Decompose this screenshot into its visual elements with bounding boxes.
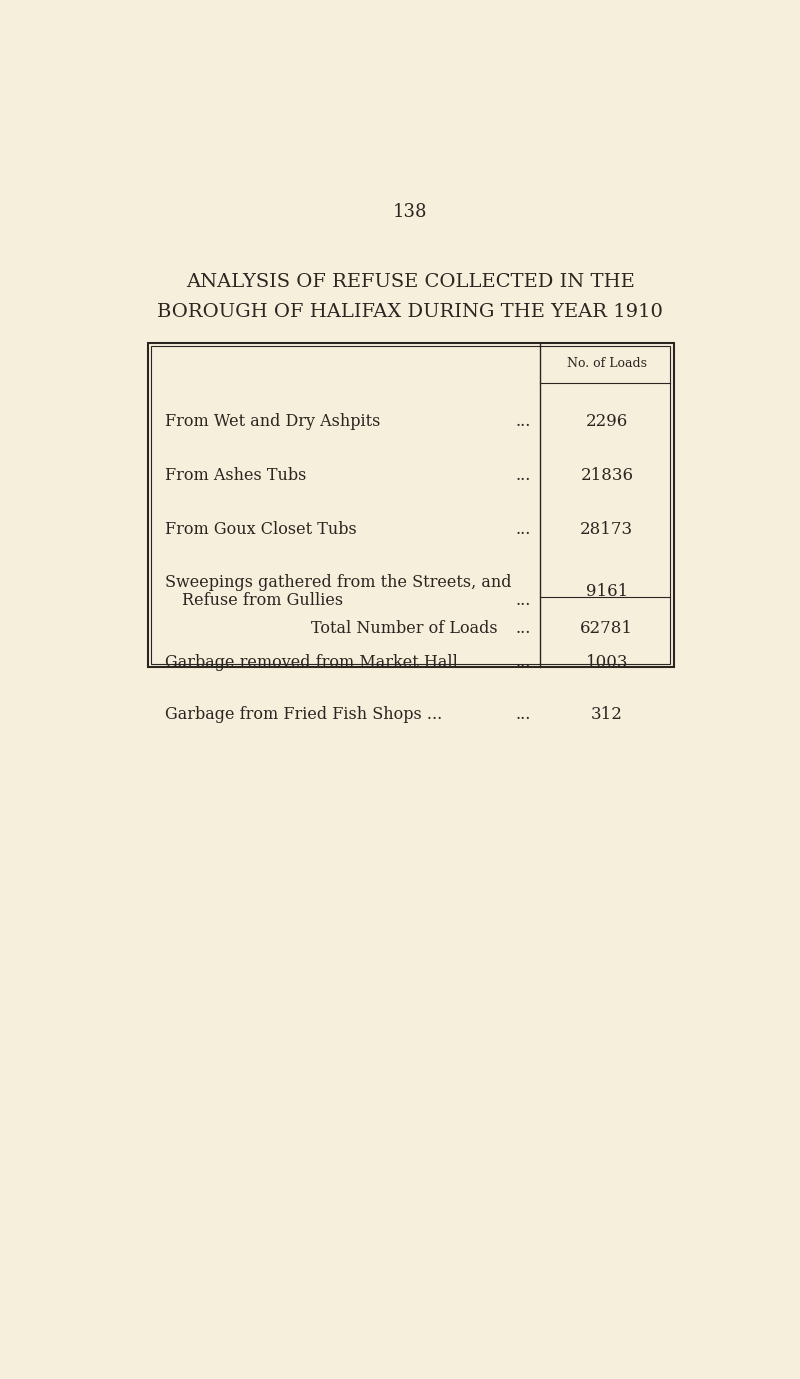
Bar [151,346,670,663]
Text: Refuse from Gullies: Refuse from Gullies [182,592,343,610]
Text: ...: ... [515,619,531,637]
Text: 138: 138 [393,203,427,221]
Text: 312: 312 [591,706,622,723]
Text: 62781: 62781 [580,619,634,637]
Text: 21836: 21836 [580,467,634,484]
Text: ANALYSIS OF REFUSE COLLECTED IN THE: ANALYSIS OF REFUSE COLLECTED IN THE [186,273,634,291]
Text: 28173: 28173 [580,521,634,538]
Text: Total Number of Loads: Total Number of Loads [311,619,498,637]
Text: From Wet and Dry Ashpits: From Wet and Dry Ashpits [165,414,381,430]
Text: ...: ... [515,414,531,430]
Text: Garbage removed from Market Hall: Garbage removed from Market Hall [165,655,458,672]
Text: From Goux Closet Tubs: From Goux Closet Tubs [165,521,357,538]
Text: From Ashes Tubs: From Ashes Tubs [165,467,306,484]
Text: BOROUGH OF HALIFAX DURING THE YEAR 1910: BOROUGH OF HALIFAX DURING THE YEAR 1910 [157,303,663,321]
Text: 2296: 2296 [586,414,628,430]
Text: ...: ... [515,655,531,672]
Text: ...: ... [515,706,531,723]
Text: ...: ... [515,467,531,484]
Text: 9161: 9161 [586,583,628,600]
Text: Garbage from Fried Fish Shops ...: Garbage from Fried Fish Shops ... [165,706,442,723]
Text: No. of Loads: No. of Loads [567,357,647,370]
Bar [148,343,674,667]
Text: Sweepings gathered from the Streets, and: Sweepings gathered from the Streets, and [165,574,512,590]
Text: ...: ... [515,592,531,610]
Text: 1003: 1003 [586,655,628,672]
Text: ...: ... [515,521,531,538]
